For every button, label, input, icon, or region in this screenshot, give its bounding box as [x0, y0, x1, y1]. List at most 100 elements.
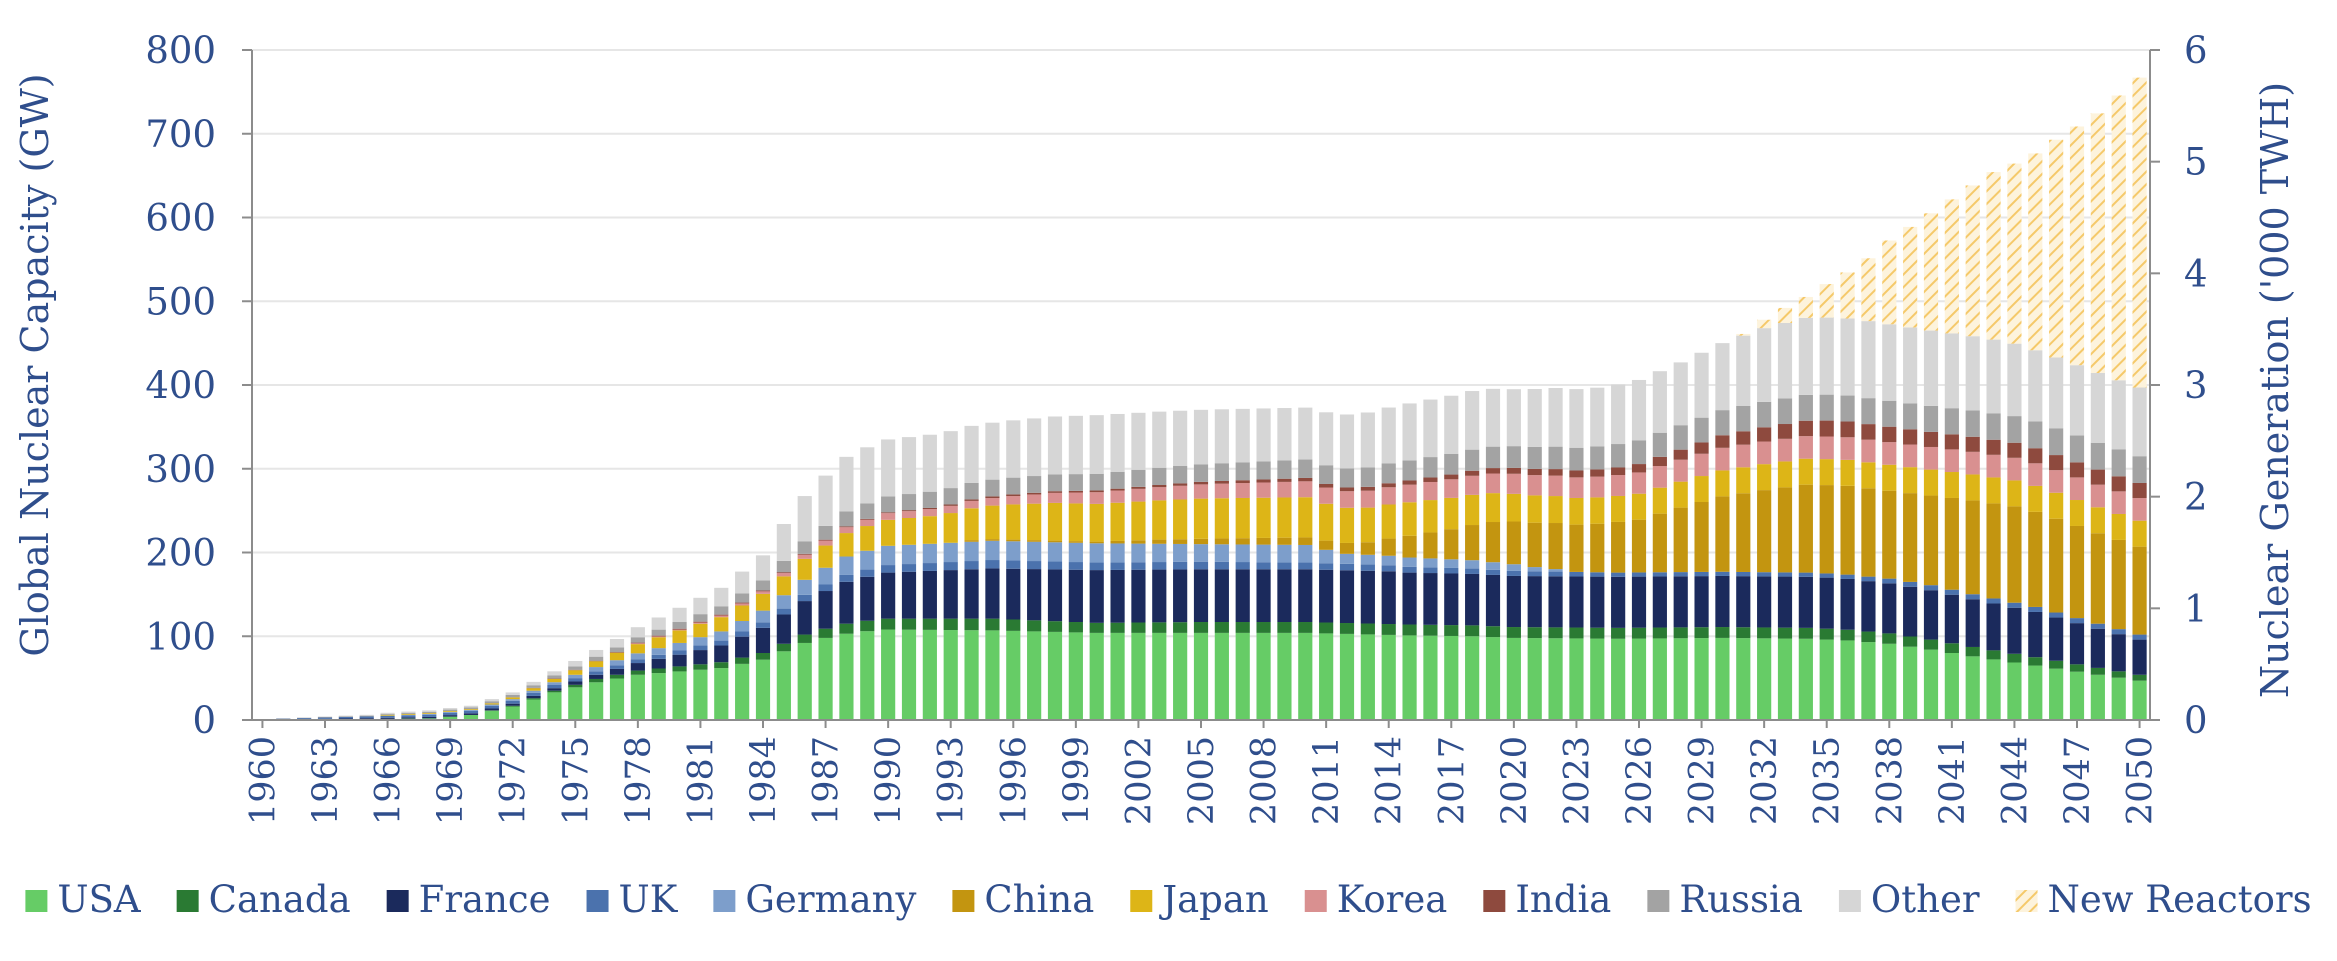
bar-india-2003 — [1152, 484, 1167, 488]
legend: USA Canada France UK Germany China Japan Korea I… — [25, 878, 2312, 921]
bar-korea-2039 — [1903, 444, 1918, 468]
bar-korea-2011 — [1319, 487, 1334, 504]
x-tick-label: 2044 — [1995, 736, 2035, 825]
bar-uk-2012 — [1339, 563, 1355, 571]
bar-canada-1999 — [1068, 622, 1083, 633]
bar-russia-2044 — [2007, 416, 2022, 443]
bar-india-2022 — [1548, 469, 1563, 476]
bar-other-1974 — [547, 671, 562, 676]
bar-korea-2050 — [2132, 498, 2147, 521]
bar-china-2049 — [2111, 539, 2126, 630]
bar-germany-2002 — [1131, 543, 1146, 563]
bar-japan-1985 — [776, 576, 791, 596]
bar-uk-1981 — [693, 645, 708, 651]
bar-india-2012 — [1339, 487, 1355, 492]
bar-other-2042 — [1965, 336, 1980, 411]
bar-germany-2003 — [1152, 543, 1167, 563]
bar-new-reactors-2039 — [1903, 226, 1918, 328]
bar-usa-2038 — [1882, 643, 1897, 720]
bar-russia-1987 — [818, 525, 833, 540]
bar-korea-2019 — [1485, 473, 1501, 494]
bar-japan-1994 — [964, 508, 979, 541]
bar-canada-2022 — [1548, 627, 1563, 639]
bar-japan-2027 — [1652, 487, 1667, 514]
bar-uk-1988 — [839, 574, 854, 582]
bar-india-1993 — [943, 504, 958, 506]
bar-china-2007 — [1235, 538, 1250, 545]
bar-other-1965 — [359, 714, 374, 716]
bar-uk-2044 — [2007, 602, 2022, 608]
bar-uk-2031 — [1736, 571, 1751, 577]
bar-france-2007 — [1235, 569, 1250, 623]
bar-canada-2008 — [1256, 622, 1271, 633]
y-tick-label: 100 — [145, 615, 216, 658]
bar-germany-2012 — [1339, 553, 1355, 564]
bar-other-1983 — [735, 571, 750, 594]
x-tick-label: 2032 — [1745, 736, 1785, 825]
bar-russia-2045 — [2028, 421, 2043, 449]
bar-germany-2014 — [1381, 555, 1396, 566]
bar-usa-1989 — [860, 631, 875, 720]
bar-usa-1970 — [463, 714, 479, 720]
bar-other-1986 — [797, 496, 812, 542]
bar-uk-1997 — [1027, 561, 1042, 570]
bar-other-2047 — [2069, 365, 2085, 436]
bar-japan-2046 — [2049, 492, 2064, 519]
bar-usa-2014 — [1381, 634, 1396, 720]
bar-russia-1992 — [922, 491, 937, 508]
bar-india-2037 — [1861, 424, 1876, 440]
bar-france-1989 — [860, 576, 875, 621]
bar-japan-2012 — [1339, 507, 1355, 543]
y-tick-label: 800 — [145, 29, 216, 72]
bar-other-1968 — [422, 710, 437, 712]
bar-germany-2009 — [1277, 544, 1292, 563]
x-tick-label: 2029 — [1683, 736, 1723, 825]
bar-korea-2018 — [1465, 475, 1480, 495]
bar-uk-1984 — [755, 622, 771, 628]
bar-germany-1992 — [922, 543, 937, 564]
bar-usa-2048 — [2090, 674, 2105, 720]
bar-france-2049 — [2111, 634, 2126, 672]
bar-india-1977 — [609, 652, 625, 653]
bar-korea-1999 — [1068, 492, 1083, 504]
bar-china-2046 — [2049, 518, 2064, 613]
bar-usa-2023 — [1569, 638, 1584, 720]
bar-china-2013 — [1360, 542, 1375, 555]
bar-japan-2018 — [1465, 494, 1480, 526]
bar-korea-2009 — [1277, 481, 1292, 498]
bar-uk-2038 — [1882, 578, 1897, 584]
bar-india-2005 — [1193, 481, 1209, 485]
bar-india-2034 — [1798, 420, 1813, 437]
bar-france-2002 — [1131, 569, 1146, 623]
bar-france-2025 — [1611, 576, 1626, 628]
bar-usa-1978 — [630, 674, 645, 720]
bar-china-2019 — [1485, 522, 1501, 563]
bar-china-2005 — [1193, 538, 1209, 545]
bar-china-2029 — [1694, 501, 1709, 572]
x-tick-label: 2038 — [1870, 736, 1910, 825]
bar-france-2014 — [1381, 571, 1396, 625]
bar-uk-2014 — [1381, 565, 1396, 572]
bar-japan-2008 — [1256, 497, 1271, 538]
y2-axis-label: Nuclear Generation ('000 TWH) — [2253, 82, 2297, 698]
bar-canada-1993 — [943, 618, 958, 631]
bar-russia-2019 — [1485, 446, 1501, 469]
bar-france-2047 — [2069, 623, 2085, 665]
bar-france-2019 — [1485, 574, 1501, 627]
bar-france-2001 — [1110, 569, 1125, 623]
bar-japan-1977 — [609, 652, 625, 661]
bar-japan-2038 — [1882, 464, 1897, 491]
bar-canada-2045 — [2028, 657, 2043, 666]
bar-russia-2025 — [1611, 444, 1626, 468]
bar-usa-1994 — [964, 630, 979, 720]
bar-canada-1975 — [568, 684, 583, 688]
bar-russia-1970 — [463, 707, 479, 710]
bar-canada-2004 — [1173, 622, 1188, 633]
bar-russia-1990 — [881, 496, 896, 513]
x-tick-label: 1972 — [494, 736, 534, 825]
bar-new-reactors-2044 — [2007, 163, 2022, 344]
bar-india-2045 — [2028, 448, 2043, 464]
bar-korea-2037 — [1861, 439, 1876, 463]
bar-germany-1974 — [547, 682, 562, 685]
bar-korea-2028 — [1673, 459, 1688, 482]
